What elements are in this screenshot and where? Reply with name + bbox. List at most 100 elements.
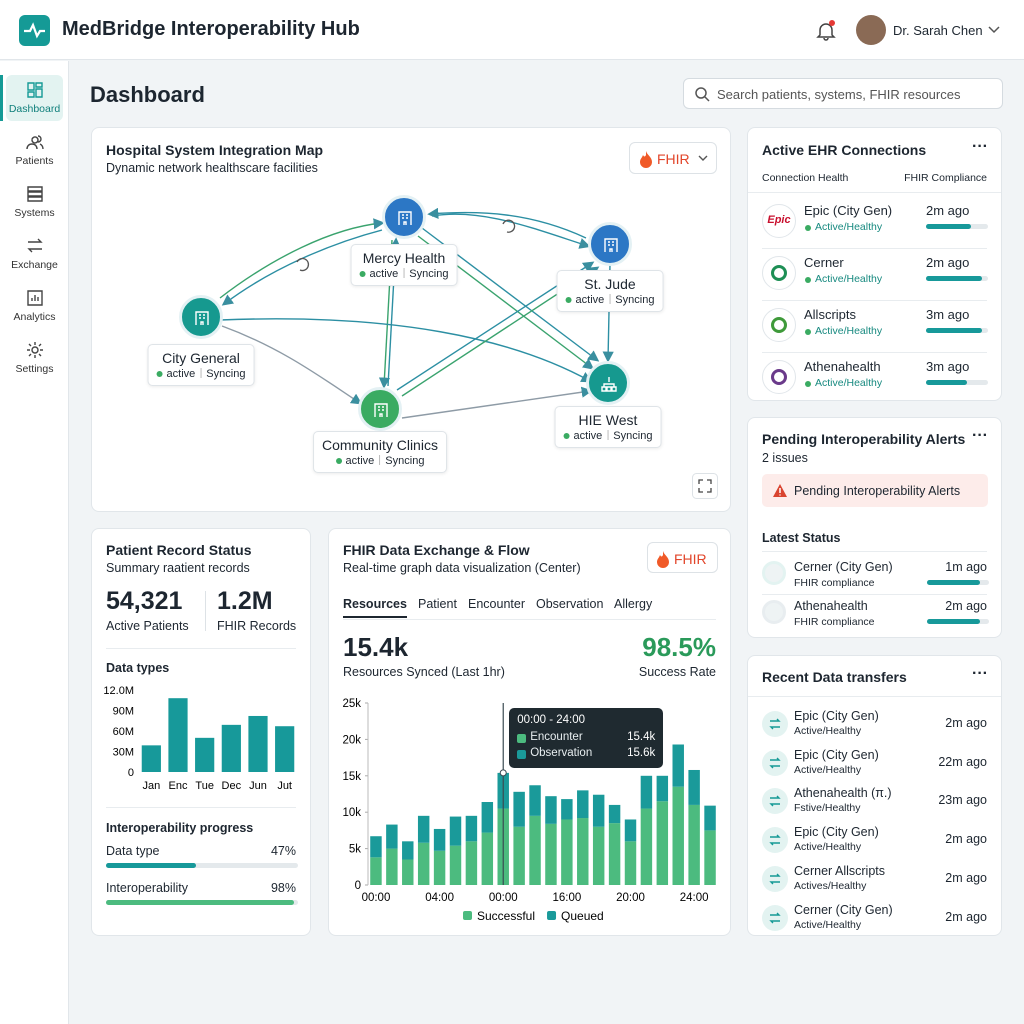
app-logo [19,15,50,46]
y-tick-label: 0 [355,880,361,892]
node-sync: Syncing [385,455,425,467]
transfer-icon [762,865,788,892]
tooltip-swatch [517,750,527,759]
node-name: City General [162,350,240,366]
nav-item[interactable]: Analytics [6,283,63,329]
node-label: Community Clinics active Syncing [313,431,447,473]
y-tick-label: 90M [113,706,134,718]
ehr-logo [762,308,796,342]
more-menu[interactable]: ··· [972,138,988,155]
swap-icon [769,912,781,923]
bar-segment [481,832,494,885]
x-tick-label: 20:00 [616,892,645,904]
stat-value: 1.2M [217,587,273,615]
card-title: FHIR Data Exchange & Flow [343,542,530,558]
header: MedBridge Interoperability Hub Dr. Sarah… [0,0,1024,60]
bar-segment [592,826,605,885]
icon-path [26,135,44,150]
building-icon [195,311,209,325]
network-node[interactable] [588,222,632,266]
icon-path [769,912,781,923]
progress-label: Data type [106,844,160,858]
icon-path [604,238,618,252]
building-icon [601,377,617,392]
progress-bar [106,863,197,868]
bar-segment [561,799,573,820]
ehr-status: Active/Healthy [815,273,883,285]
transfer-name: Epic (City Gen) [794,825,879,840]
tab[interactable]: Resources [343,597,407,611]
transfer-icon [762,749,788,776]
transfer-name: Cerner (City Gen) [794,902,893,917]
more-menu[interactable]: ··· [972,427,988,444]
network-node[interactable] [382,195,426,239]
alert-time: 2m ago [945,599,987,613]
nav-item[interactable]: Dashboard [6,75,63,121]
system-logo [762,561,786,585]
node-status: active [573,430,603,442]
more-menu[interactable]: ··· [972,665,988,682]
bar [248,715,268,772]
notifications[interactable] [815,20,837,42]
tab[interactable]: Allergy [614,597,653,611]
bar-segment [561,819,573,885]
card-title: Active EHR Connections [762,142,927,158]
nav-item[interactable]: Patients [6,127,63,173]
chevron [698,155,708,161]
nav-icon [27,82,43,98]
user-name[interactable]: Dr. Sarah Chen [893,23,983,38]
node-status: active [345,455,375,467]
logo-mark [771,369,787,385]
tooltip-value: 15.4k [627,731,656,743]
fhir-badge: FHIR [674,551,707,567]
network-node[interactable] [586,361,630,405]
alert-banner[interactable]: Pending Interoperability Alerts [762,474,988,507]
network-node[interactable] [358,387,402,431]
bar [168,698,188,772]
x-tick-label: Jun [249,780,267,792]
bar-segment [577,790,589,819]
progress-value: 47% [270,844,296,858]
user-menu-chevron[interactable] [988,25,1000,35]
nav-item[interactable]: Exchange [6,231,63,277]
icon-path [195,311,209,325]
status-dot [563,433,570,439]
alerts-card: Pending Interoperability Alerts ··· 2 is… [747,417,1002,638]
logo-text: Epic [767,214,791,226]
node-status: active [575,294,605,306]
avatar[interactable] [856,15,886,45]
bar-segment [370,836,382,858]
progress-bar-track [106,863,298,868]
status-dot [156,371,163,377]
transfer-status: Active/Healthy [794,725,862,737]
tab[interactable]: Observation [536,597,604,611]
network-node[interactable] [179,295,223,339]
tab[interactable]: Encounter [468,597,525,611]
nav-item[interactable]: Systems [6,179,63,225]
tab[interactable]: Patient [418,597,457,611]
transfer-status: Active/Healthy [794,763,862,776]
bar-segment [624,841,637,885]
fhir-dropdown[interactable]: FHIR [629,142,717,174]
nav-icon [26,135,44,150]
fhir-exchange-card: FHIR Data Exchange & Flow Real-time grap… [328,528,731,936]
nav-item[interactable]: Settings [6,335,63,381]
expand-button[interactable] [692,473,718,499]
alert-progress [927,580,980,585]
ehr-name: Allscripts [804,307,857,322]
x-tick-label: 00:00 [362,892,391,904]
icon-path [769,873,781,885]
icon-path [398,211,412,225]
bar [195,737,215,772]
transfer-name: Epic (City Gen) [794,709,879,723]
ehr-time: 3m ago [926,359,970,374]
divider [762,300,987,301]
status-dot [335,458,342,464]
search-box[interactable]: Search patients, systems, FHIR resources [683,78,1003,109]
kpi-label: Resources Synced (Last 1hr) [343,665,505,679]
x-tick-label: 16:00 [552,892,581,904]
y-tick-label: 20k [342,734,361,746]
data-types-chart: 0 30M 60M 90M 12.0M Jan Enc Tue Dec Jun Jut [103,685,295,792]
transfer-time: 22m ago [938,754,987,769]
